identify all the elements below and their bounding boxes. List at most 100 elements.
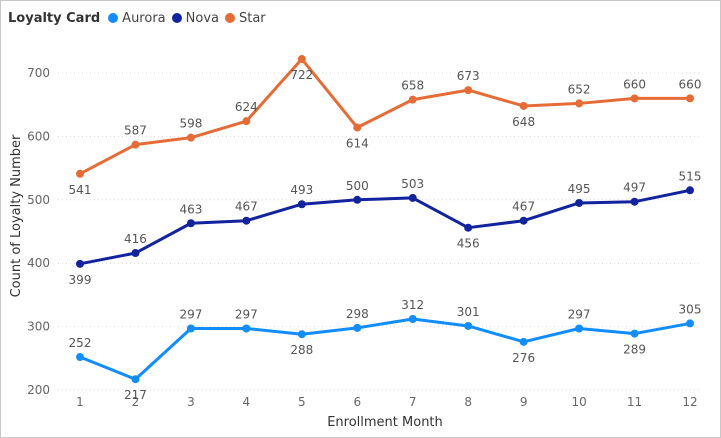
point-star-7	[408, 95, 417, 104]
point-aurora-11	[630, 329, 639, 338]
point-star-5	[297, 55, 306, 64]
legend-dot-aurora	[108, 13, 119, 23]
series-line-star	[79, 57, 690, 176]
data-label-star-6: 614	[346, 137, 369, 151]
data-label-nova-11: 497	[623, 181, 646, 195]
x-axis-title: Enrollment Month	[327, 415, 443, 430]
y-tick-400: 400	[27, 256, 50, 270]
data-label-star-11: 660	[623, 77, 646, 91]
point-star-6	[353, 123, 362, 132]
y-axis-ticks: 200 300 400 500 600 700	[27, 66, 50, 397]
data-label-star-8: 673	[457, 69, 480, 83]
data-labels: 252 217 297 297 288 298 312 301 276 297 289 305 399 4…	[69, 68, 702, 402]
legend: Loyalty Card Aurora Nova Star	[8, 8, 272, 28]
data-label-star-9: 648	[512, 115, 535, 129]
data-label-star-4: 624	[235, 100, 258, 114]
point-aurora-4	[242, 324, 251, 333]
data-label-aurora-2: 217	[124, 388, 147, 402]
point-aurora-9	[519, 337, 528, 346]
point-aurora-12	[686, 319, 694, 328]
data-label-nova-9: 467	[512, 200, 535, 214]
data-label-nova-10: 495	[568, 182, 591, 196]
data-label-star-5: 722	[290, 68, 313, 82]
point-aurora-7	[408, 314, 417, 323]
legend-label-star: Star	[238, 10, 266, 26]
legend-label-aurora: Aurora	[122, 10, 166, 26]
legend-item-nova[interactable]: Nova	[171, 10, 219, 26]
point-nova-8	[464, 223, 473, 232]
y-tick-600: 600	[27, 129, 50, 143]
data-label-aurora-12: 305	[679, 302, 702, 316]
x-tick-8: 8	[464, 395, 472, 409]
point-star-1	[76, 169, 84, 178]
series-line-nova	[79, 188, 691, 266]
point-aurora-10	[575, 324, 584, 333]
point-aurora-8	[464, 321, 473, 330]
point-nova-7	[408, 193, 417, 202]
x-tick-10: 10	[571, 395, 586, 409]
x-tick-11: 11	[627, 395, 642, 409]
data-label-star-12: 660	[679, 77, 702, 91]
legend-title: Loyalty Card	[8, 10, 101, 26]
legend-dot-star	[224, 13, 235, 23]
data-label-aurora-8: 301	[457, 305, 480, 319]
x-tick-3: 3	[187, 395, 195, 409]
x-tick-2: 2	[132, 395, 140, 409]
data-label-aurora-6: 298	[346, 307, 369, 321]
point-nova-2	[131, 249, 140, 258]
y-tick-300: 300	[27, 320, 50, 334]
data-label-aurora-1: 252	[69, 336, 92, 350]
data-label-nova-7: 503	[401, 177, 424, 191]
point-nova-1	[76, 259, 84, 268]
point-nova-11	[630, 197, 639, 206]
data-label-aurora-4: 297	[235, 308, 258, 322]
y-tick-200: 200	[27, 383, 50, 397]
data-label-star-2: 587	[124, 124, 147, 138]
point-aurora-5	[297, 330, 306, 339]
data-label-star-10: 652	[568, 82, 591, 96]
series-line-aurora	[79, 317, 691, 381]
x-tick-12: 12	[682, 395, 697, 409]
point-star-3	[186, 133, 195, 142]
y-axis-title: Count of Loyalty Number	[9, 134, 24, 297]
data-label-star-1: 541	[69, 183, 92, 197]
point-nova-12	[686, 186, 694, 195]
gridlines	[58, 72, 700, 391]
point-star-11	[630, 94, 639, 103]
data-label-nova-12: 515	[679, 169, 702, 183]
x-tick-9: 9	[520, 395, 528, 409]
data-label-nova-4: 467	[235, 200, 258, 214]
data-label-aurora-7: 312	[401, 298, 424, 312]
data-label-nova-3: 463	[179, 202, 202, 216]
x-axis-ticks: 1 2 3 4 5 6 7 8 9 10 11 12	[76, 395, 697, 409]
point-nova-6	[353, 195, 362, 204]
data-label-star-7: 658	[401, 79, 424, 93]
point-star-9	[519, 101, 528, 110]
series-lines	[76, 55, 694, 384]
point-aurora-1	[76, 353, 84, 362]
data-label-nova-6: 500	[346, 179, 369, 193]
point-star-12	[686, 94, 694, 103]
legend-dot-nova	[171, 13, 182, 23]
point-aurora-6	[353, 323, 362, 332]
point-star-10	[575, 99, 584, 108]
data-label-aurora-5: 288	[290, 343, 313, 357]
point-nova-5	[297, 200, 306, 209]
legend-label-nova: Nova	[185, 10, 219, 26]
point-nova-4	[242, 216, 251, 225]
legend-item-star[interactable]: Star	[224, 10, 266, 26]
x-tick-7: 7	[409, 395, 417, 409]
x-tick-5: 5	[298, 395, 306, 409]
y-tick-500: 500	[27, 193, 50, 207]
point-nova-9	[519, 216, 528, 225]
point-star-8	[464, 86, 473, 95]
data-label-nova-5: 493	[290, 183, 313, 197]
data-label-nova-8: 456	[457, 237, 480, 251]
legend-item-aurora[interactable]: Aurora	[108, 10, 166, 26]
data-label-aurora-10: 297	[568, 308, 591, 322]
data-label-aurora-3: 297	[179, 308, 202, 322]
data-label-star-3: 598	[179, 117, 202, 131]
point-aurora-3	[186, 324, 195, 333]
point-aurora-2	[131, 375, 140, 384]
